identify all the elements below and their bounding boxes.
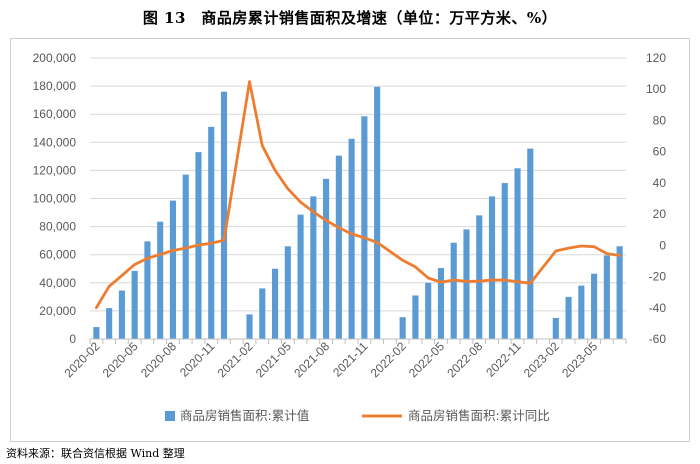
bar (259, 288, 266, 339)
x-tick-label: 2020-05 (100, 339, 141, 380)
bar (335, 155, 342, 339)
bar (106, 308, 113, 339)
bar (488, 196, 496, 339)
bar (169, 200, 177, 339)
x-tick-label: 2023-05 (559, 339, 600, 380)
y-right-tick-label: 0 (659, 238, 666, 252)
bar (118, 290, 125, 339)
bar (323, 178, 330, 339)
bar (348, 138, 355, 339)
y-right-tick-label: -40 (649, 301, 667, 315)
x-tick-label: 2021-02 (215, 339, 256, 380)
y-left-tick-label: 100,000 (33, 192, 77, 206)
y-right-tick-label: 120 (646, 51, 666, 65)
x-tick-label: 2022-02 (368, 339, 409, 380)
y-left-tick-label: 200,000 (33, 51, 77, 65)
y-left-tick-label: 80,000 (39, 220, 76, 234)
y-axis-right: -60 -40 -20 0 20 40 60 80 100 120 (646, 51, 666, 346)
legend-label-bar: 商品房销售面积:累计值 (180, 408, 309, 423)
legend: 商品房销售面积:累计值 商品房销售面积:累计同比 (165, 408, 550, 423)
bar (450, 242, 457, 339)
series-line-yoy (95, 80, 621, 309)
legend-label-line: 商品房销售面积:累计同比 (408, 408, 550, 423)
y-left-tick-label: 160,000 (33, 107, 77, 121)
bar (208, 126, 215, 339)
bar-series (93, 86, 623, 340)
x-tick-label: 2021-11 (330, 339, 371, 380)
bar (374, 86, 381, 340)
y-right-tick-label: -20 (649, 270, 667, 284)
gridlines (90, 57, 626, 340)
x-tick-label: 2020-11 (177, 339, 218, 380)
legend-swatch-bar (165, 411, 175, 421)
y-right-tick-label: 60 (653, 145, 667, 159)
bar (220, 91, 228, 339)
bar (284, 246, 291, 339)
bar (578, 285, 585, 339)
y-right-tick-label: 20 (653, 207, 667, 221)
x-tick-label: 2022-08 (444, 339, 485, 380)
bar (182, 174, 189, 339)
x-tick-label: 2022-05 (406, 339, 447, 380)
bar (131, 270, 138, 339)
y-right-tick-label: -60 (649, 332, 667, 346)
y-left-tick-label: 140,000 (33, 135, 77, 149)
bar (616, 246, 623, 339)
source-note: 资料来源：联合资信根据 Wind 整理 (6, 447, 185, 460)
y-right-tick-label: 80 (653, 113, 667, 127)
x-tick-label: 2020-08 (138, 339, 179, 380)
y-right-tick-label: 100 (646, 82, 666, 96)
x-tick-label: 2020-02 (61, 339, 102, 380)
bar (425, 282, 432, 339)
bar (399, 317, 406, 339)
bar (501, 183, 508, 339)
x-axis: 2020-022020-052020-082020-112021-022021-… (61, 338, 627, 380)
x-tick-label: 2023-02 (521, 339, 562, 380)
bar (297, 214, 304, 339)
y-left-tick-label: 120,000 (33, 163, 77, 177)
bar (565, 296, 572, 339)
bar (603, 255, 610, 339)
bar (527, 148, 534, 339)
chart-frame (10, 38, 690, 442)
bar (144, 241, 151, 339)
bar (271, 268, 279, 339)
line-series (95, 80, 621, 309)
y-left-tick-label: 60,000 (39, 248, 76, 262)
bar (412, 295, 419, 339)
bar (514, 168, 521, 339)
y-left-tick-label: 40,000 (39, 276, 76, 290)
bar (310, 196, 317, 339)
bar (437, 268, 445, 339)
y-left-tick-label: 180,000 (33, 79, 77, 93)
x-tick-label: 2021-08 (291, 339, 332, 380)
x-tick-label: 2022-11 (483, 339, 524, 380)
bar (463, 229, 470, 339)
y-axis-left: 0 20,000 40,000 60,000 80,000 100,000 120,000 1… (33, 51, 77, 346)
bar (93, 327, 100, 339)
bar (246, 314, 253, 339)
chart-title: 图 13 商品房累计销售面积及增速（单位：万平方米、%） (142, 9, 558, 27)
bar (552, 317, 559, 339)
y-right-tick-label: 40 (653, 176, 667, 190)
bar (361, 116, 368, 340)
bar (476, 215, 483, 339)
y-left-tick-label: 0 (69, 332, 76, 346)
bar (591, 273, 598, 339)
y-left-tick-label: 20,000 (39, 304, 76, 318)
x-tick-label: 2021-05 (253, 339, 294, 380)
bar (157, 221, 164, 339)
